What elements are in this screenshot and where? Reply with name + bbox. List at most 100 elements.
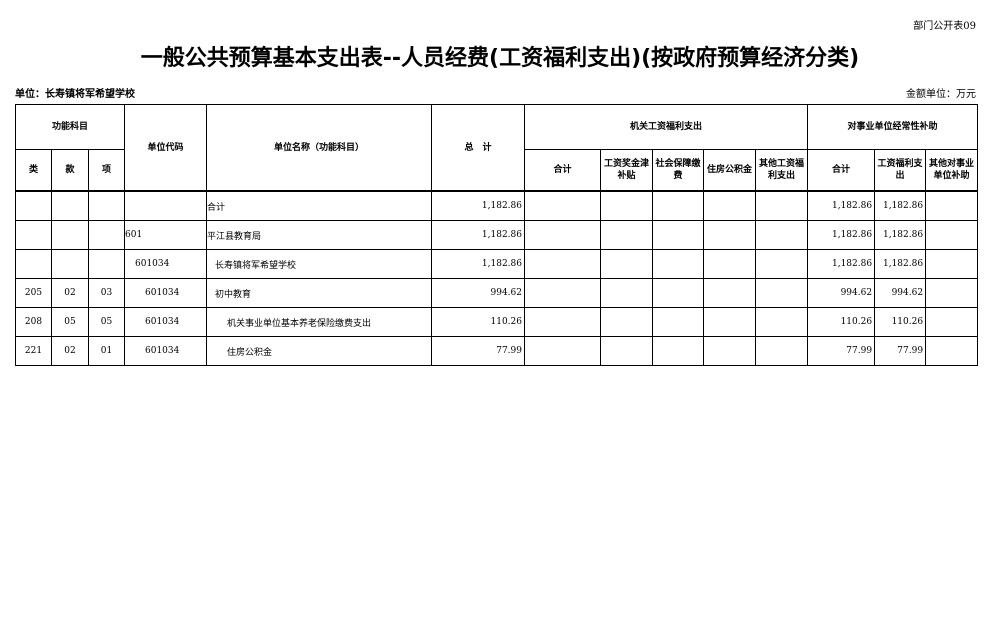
table-row: 合计 1,182.86 1,182.86 1,182.86 (15, 190, 979, 221)
cell-empty (524, 249, 601, 279)
cell-empty (524, 220, 601, 250)
header-sub-sum: 合计 (807, 149, 876, 192)
cell-empty (524, 278, 601, 308)
cell-empty (652, 220, 704, 250)
cell-empty (524, 307, 601, 337)
cell-lei: 208 (15, 307, 52, 337)
cell-kuan: 02 (51, 336, 89, 366)
cell-code: 601034 (124, 278, 207, 308)
header-unit-code: 单位代码 (124, 104, 207, 192)
cell-sub-wage: 1,182.86 (874, 220, 927, 250)
form-code: 部门公开表09 (913, 21, 976, 32)
header-sub-group: 对事业单位经常性补助 (807, 104, 979, 150)
cell-empty (652, 307, 704, 337)
table-row: 221 02 01 601034 住房公积金 77.99 77.99 77.99 (15, 336, 979, 366)
header-org-sum: 合计 (524, 149, 601, 192)
cell-empty (703, 249, 756, 279)
cell-lei (15, 249, 52, 279)
cell-empty (754, 190, 809, 221)
cell-empty (524, 190, 601, 221)
cell-empty (703, 220, 756, 250)
header-unit-name: 单位名称（功能科目） (206, 104, 432, 192)
cell-name: 长寿镇将军希望学校 (206, 249, 432, 279)
header-org-other: 其他工资福利支出 (754, 149, 809, 192)
unit-label: 单位：长寿镇将军希望学校 (15, 89, 135, 100)
table-row: 601034 长寿镇将军希望学校 1,182.86 1,182.86 1,182.86 (15, 249, 979, 279)
cell-empty (600, 307, 653, 337)
cell-lei: 221 (15, 336, 52, 366)
cell-name: 机关事业单位基本养老保险缴费支出 (206, 307, 432, 337)
cell-code (124, 190, 207, 221)
cell-empty (754, 307, 809, 337)
cell-kuan (51, 249, 89, 279)
cell-empty (600, 336, 653, 366)
cell-kuan (51, 190, 89, 221)
cell-empty (600, 278, 653, 308)
header-org-wage: 工资奖金津补贴 (600, 149, 653, 192)
cell-empty (703, 336, 756, 366)
cell-empty (652, 336, 704, 366)
cell-code: 601034 (124, 307, 207, 337)
cell-lei: 205 (15, 278, 52, 308)
cell-sub-sum: 1,182.86 (807, 190, 876, 221)
cell-lei (15, 220, 52, 250)
header-org-housing: 住房公积金 (703, 149, 756, 192)
cell-empty (754, 249, 809, 279)
header-kuan: 款 (51, 149, 89, 192)
cell-sub-wage: 994.62 (874, 278, 927, 308)
cell-empty (652, 278, 704, 308)
cell-name: 平江县教育局 (206, 220, 432, 250)
cell-kuan (51, 220, 89, 250)
cell-empty (925, 249, 979, 279)
table-row: 601 平江县教育局 1,182.86 1,182.86 1,182.86 (15, 220, 979, 250)
cell-empty (703, 307, 756, 337)
cell-empty (703, 190, 756, 221)
cell-kuan: 05 (51, 307, 89, 337)
header-lei: 类 (15, 149, 52, 192)
cell-code: 601034 (124, 249, 207, 279)
cell-total: 1,182.86 (431, 220, 525, 250)
cell-empty (925, 336, 979, 366)
cell-xiang: 03 (88, 278, 125, 308)
cell-empty (652, 190, 704, 221)
cell-empty (754, 220, 809, 250)
cell-xiang: 05 (88, 307, 125, 337)
cell-sub-sum: 994.62 (807, 278, 876, 308)
cell-empty (703, 278, 756, 308)
cell-name: 初中教育 (206, 278, 432, 308)
cell-sub-wage: 110.26 (874, 307, 927, 337)
cell-name: 合计 (206, 190, 432, 221)
money-unit: 金额单位：万元 (906, 89, 976, 100)
cell-sub-wage: 1,182.86 (874, 249, 927, 279)
header-func-subject: 功能科目 (15, 104, 125, 150)
cell-code: 601034 (124, 336, 207, 366)
cell-xiang (88, 190, 125, 221)
header-sub-wage: 工资福利支出 (874, 149, 927, 192)
cell-empty (652, 249, 704, 279)
cell-sub-sum: 110.26 (807, 307, 876, 337)
cell-sub-wage: 77.99 (874, 336, 927, 366)
cell-name: 住房公积金 (206, 336, 432, 366)
cell-sub-sum: 1,182.86 (807, 249, 876, 279)
cell-sub-sum: 1,182.86 (807, 220, 876, 250)
cell-empty (754, 336, 809, 366)
cell-empty (524, 336, 601, 366)
header-org-social: 社会保障缴费 (652, 149, 704, 192)
cell-kuan: 02 (51, 278, 89, 308)
cell-xiang (88, 220, 125, 250)
cell-empty (925, 278, 979, 308)
cell-total: 77.99 (431, 336, 525, 366)
header-total: 总 计 (431, 104, 525, 192)
header-org-group: 机关工资福利支出 (523, 104, 809, 150)
header-sub-other: 其他对事业单位补助 (925, 149, 979, 192)
cell-xiang (88, 249, 125, 279)
table-row: 205 02 03 601034 初中教育 994.62 994.62 994.62 (15, 278, 979, 308)
cell-code: 601 (124, 220, 207, 250)
cell-lei (15, 190, 52, 221)
expenditure-table: 功能科目 单位代码 单位名称（功能科目） 总 计 机关工资福利支出 对事业单位经… (15, 104, 979, 366)
cell-sub-sum: 77.99 (807, 336, 876, 366)
cell-empty (925, 190, 979, 221)
cell-total: 110.26 (431, 307, 525, 337)
cell-total: 994.62 (431, 278, 525, 308)
cell-empty (600, 190, 653, 221)
